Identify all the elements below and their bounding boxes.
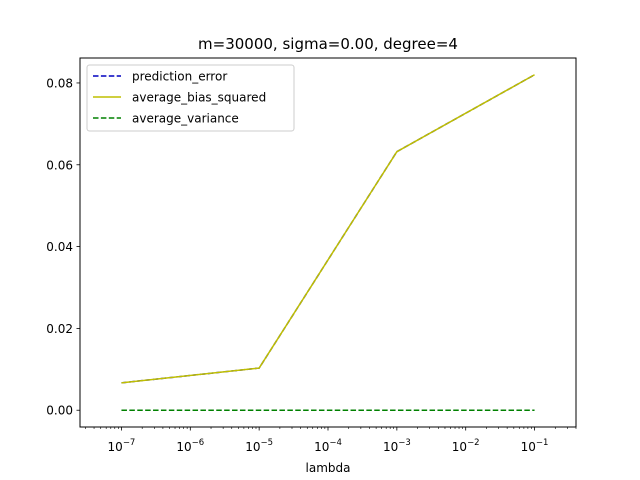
x-tick-label: 10−4	[314, 438, 342, 454]
y-tick-label: 0.04	[46, 240, 73, 254]
legend-frame	[86, 64, 295, 132]
x-tick-label: 10−2	[452, 438, 480, 454]
legend-label: average_bias_squared	[132, 91, 266, 105]
y-axis: 0.00 0.02 0.04 0.06 0.08	[46, 76, 80, 418]
legend-label: average_variance	[132, 112, 239, 126]
x-tick-label: 10−7	[108, 438, 136, 454]
series-line-average-bias-squared	[121, 74, 535, 384]
y-tick-label: 0.08	[46, 76, 73, 90]
chart-title: m=30000, sigma=0.00, degree=4	[198, 35, 458, 53]
y-tick-label: 0.00	[46, 404, 73, 418]
y-tick-label: 0.02	[46, 322, 73, 336]
series-layer	[121, 74, 535, 411]
x-axis-label: lambda	[306, 461, 351, 475]
legend-label: prediction_error	[132, 70, 227, 84]
x-tick-label: 10−5	[245, 438, 273, 454]
x-tick-label: 10−1	[521, 438, 549, 454]
x-tick-label: 10−6	[176, 438, 204, 454]
x-tick-label: 10−3	[383, 438, 411, 454]
y-tick-label: 0.06	[46, 158, 73, 172]
x-axis: 10−7 10−6 10−5 10−4 10−3 10−2 10−1	[85, 427, 577, 454]
legend: prediction_error average_bias_squaredaver…	[86, 64, 295, 132]
